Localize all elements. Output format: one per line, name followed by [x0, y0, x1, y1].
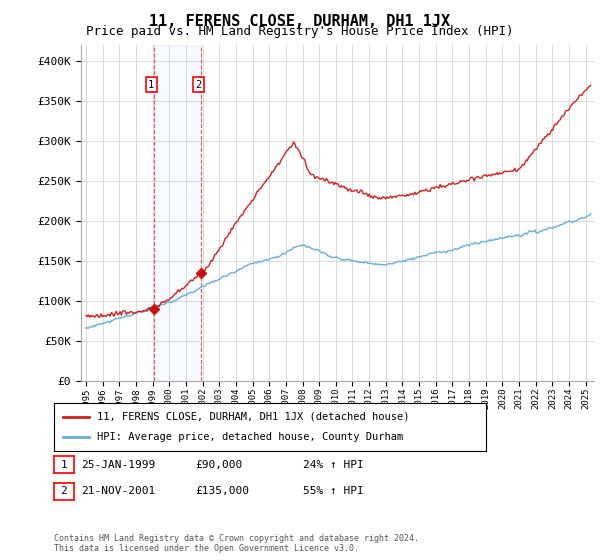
Text: HPI: Average price, detached house, County Durham: HPI: Average price, detached house, Coun… — [97, 432, 403, 442]
Text: 21-NOV-2001: 21-NOV-2001 — [81, 486, 155, 496]
Text: 1: 1 — [61, 460, 67, 470]
Text: 55% ↑ HPI: 55% ↑ HPI — [303, 486, 364, 496]
Text: 24% ↑ HPI: 24% ↑ HPI — [303, 460, 364, 470]
Text: 2: 2 — [61, 486, 67, 496]
Text: 1: 1 — [148, 80, 154, 90]
Text: 25-JAN-1999: 25-JAN-1999 — [81, 460, 155, 470]
Text: Contains HM Land Registry data © Crown copyright and database right 2024.
This d: Contains HM Land Registry data © Crown c… — [54, 534, 419, 553]
Text: 2: 2 — [195, 80, 202, 90]
Text: Price paid vs. HM Land Registry's House Price Index (HPI): Price paid vs. HM Land Registry's House … — [86, 25, 514, 38]
Text: 11, FERENS CLOSE, DURHAM, DH1 1JX (detached house): 11, FERENS CLOSE, DURHAM, DH1 1JX (detac… — [97, 412, 410, 422]
Text: 11, FERENS CLOSE, DURHAM, DH1 1JX: 11, FERENS CLOSE, DURHAM, DH1 1JX — [149, 14, 451, 29]
Bar — [154, 45, 201, 381]
Text: £90,000: £90,000 — [195, 460, 242, 470]
Text: £135,000: £135,000 — [195, 486, 249, 496]
